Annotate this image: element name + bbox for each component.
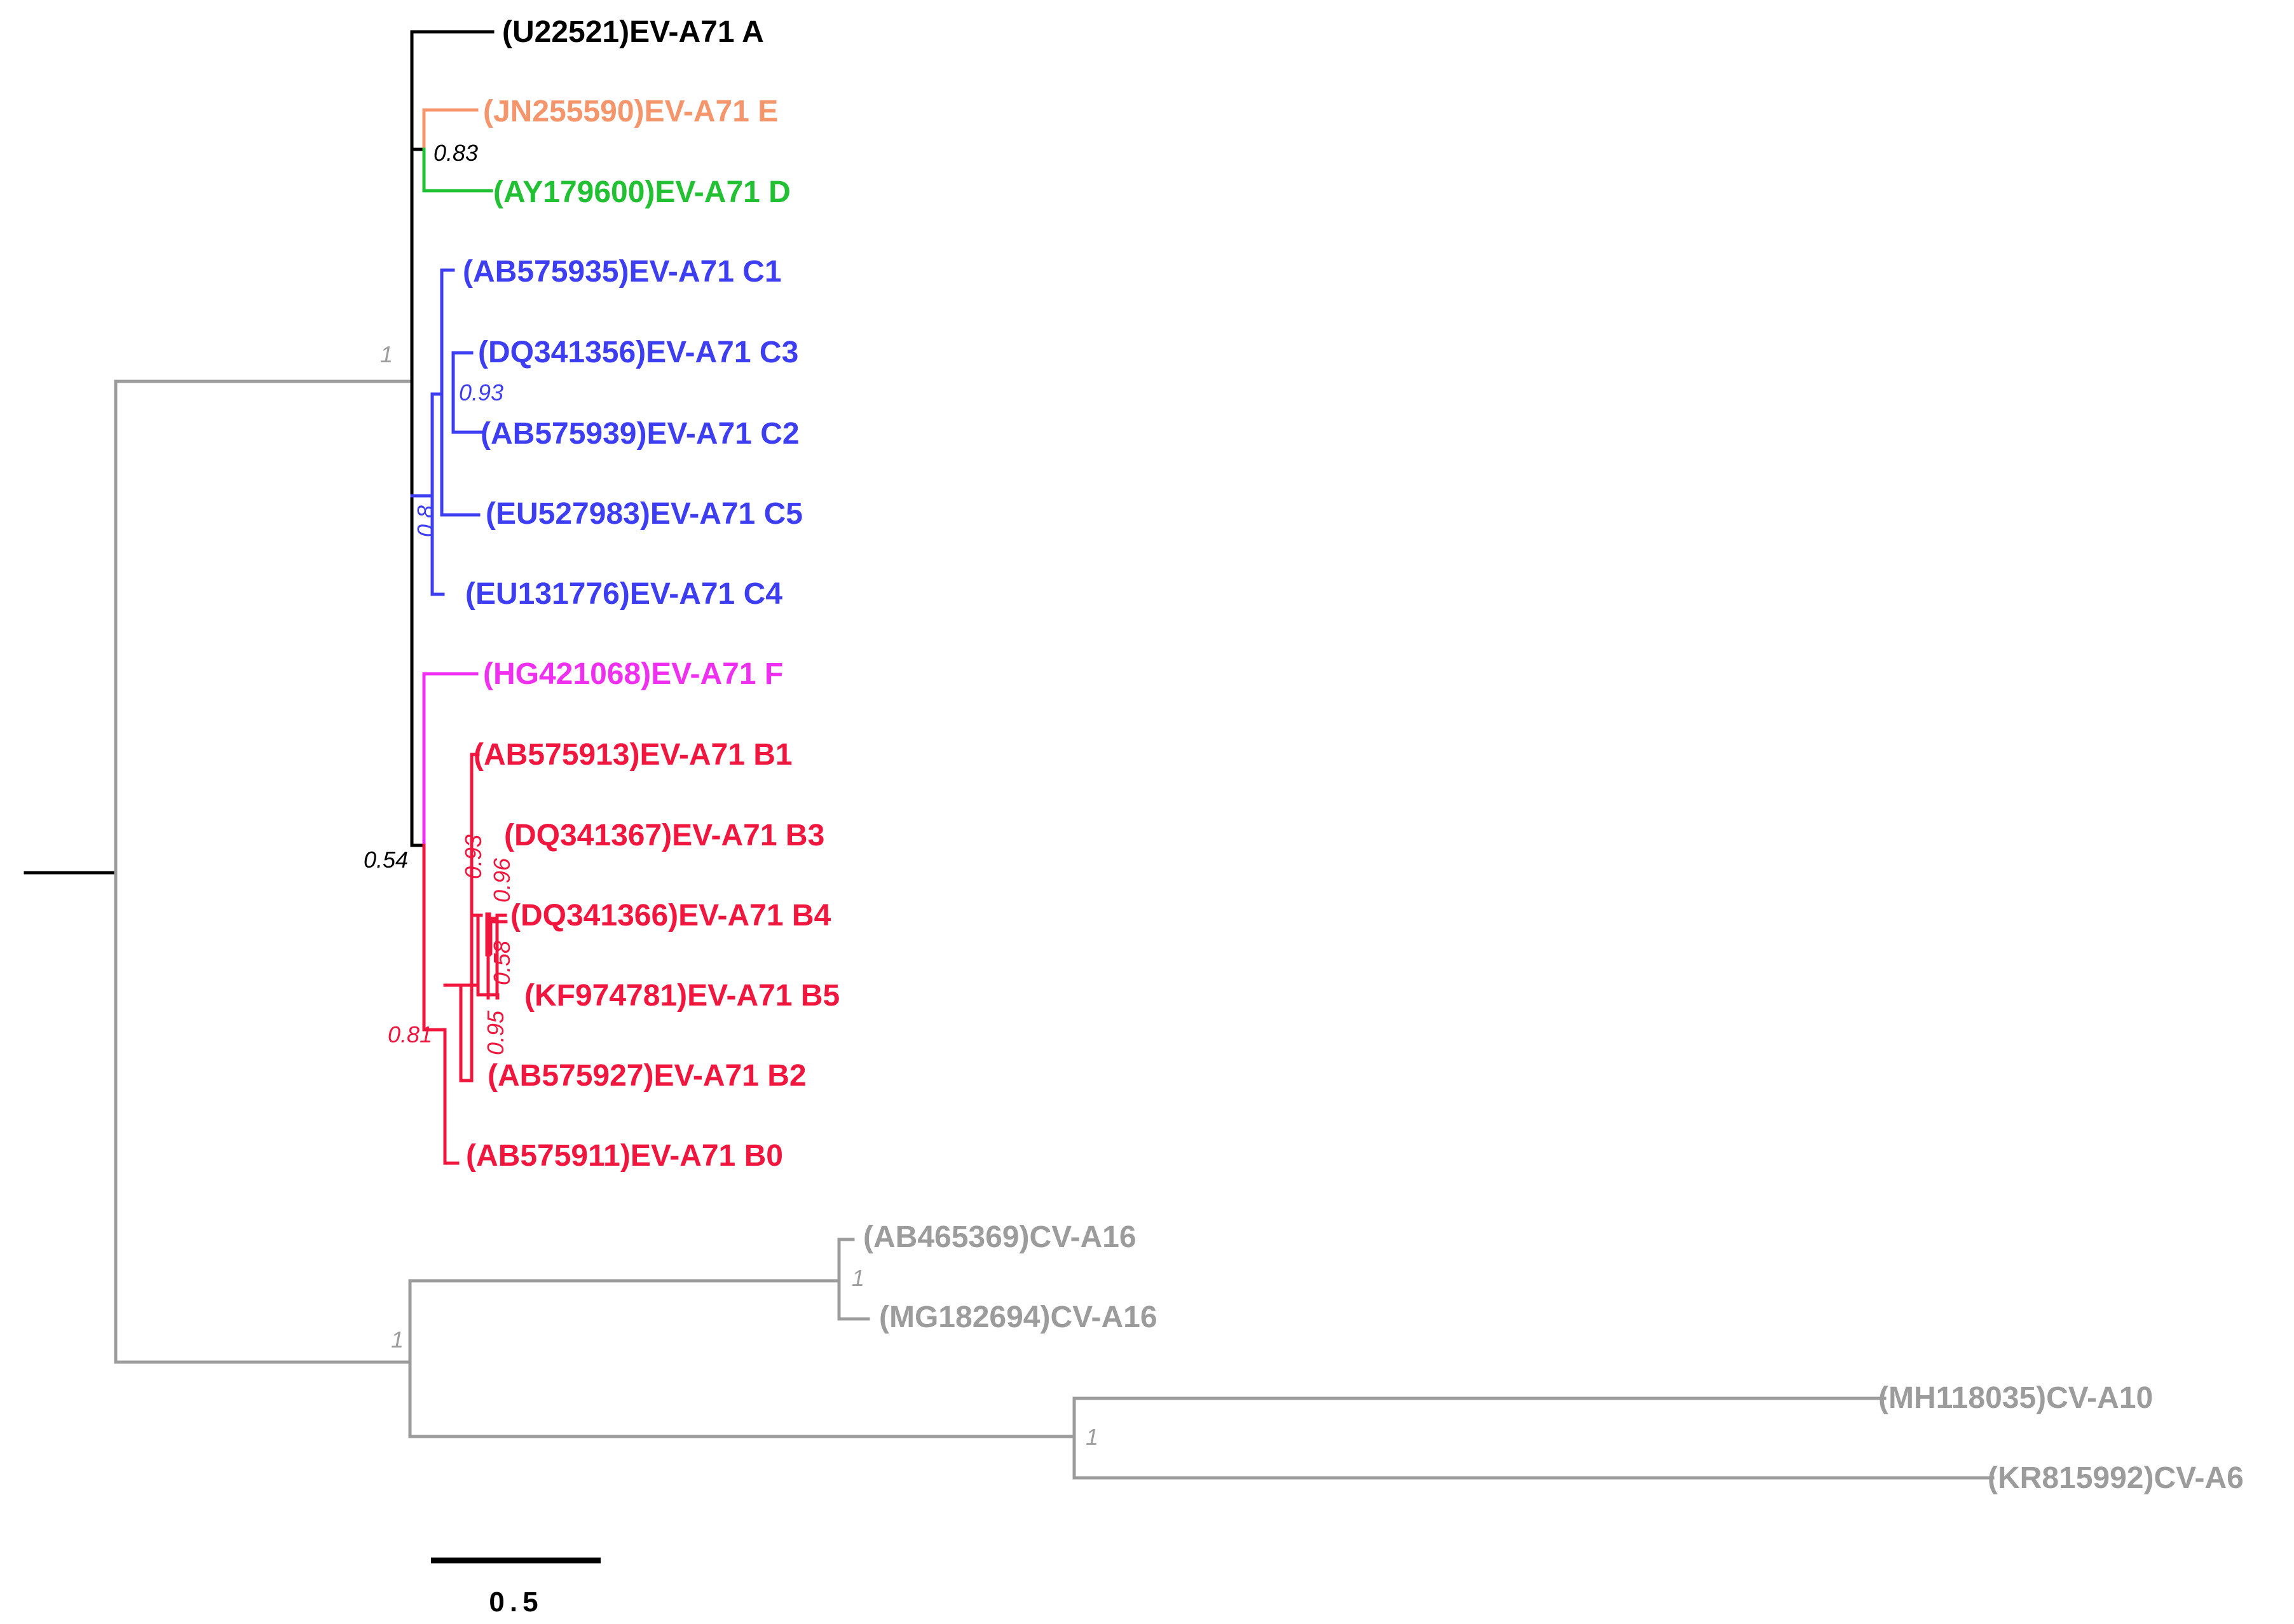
- leaf-label: (JN255590)EV-A71 E: [483, 95, 778, 128]
- leaf-label: (DQ341356)EV-A71 C3: [478, 336, 798, 369]
- leaf-labels: (U22521)EV-A71 A (JN255590)EV-A71 E (AY1…: [463, 15, 2244, 1495]
- leaf-label: (U22521)EV-A71 A: [502, 15, 764, 49]
- support-value: 1: [380, 341, 393, 367]
- leaf-label: (AB465369)CV-A16: [863, 1220, 1137, 1254]
- scale-bar: 0.5: [431, 1557, 601, 1618]
- leaf-label: (AB575911)EV-A71 B0: [466, 1139, 783, 1173]
- support-value: 0.81: [388, 1021, 432, 1047]
- leaf-label: (AB575927)EV-A71 B2: [488, 1059, 807, 1093]
- root-node-branches: [114, 379, 414, 1364]
- leaf-label: (AY179600)EV-A71 D: [493, 175, 791, 209]
- leaf-label: (DQ341367)EV-A71 B3: [504, 819, 824, 852]
- cv-a16-clade-branches: [408, 1238, 870, 1438]
- support-value: 1: [852, 1265, 864, 1291]
- support-value: 0.95: [482, 1010, 509, 1055]
- support-value: 0.8: [413, 505, 439, 537]
- support-value: 0.83: [434, 140, 478, 166]
- support-value: 0.96: [489, 857, 515, 903]
- scale-bar-label: 0.5: [489, 1586, 543, 1618]
- d-genotype-branch: [422, 147, 493, 193]
- support-value: 1: [1086, 1424, 1098, 1450]
- support-value: 0.58: [489, 941, 515, 985]
- leaf-label: (AB575913)EV-A71 B1: [474, 738, 793, 772]
- ev-a71-crown-node: [410, 30, 495, 847]
- leaf-label: (DQ341366)EV-A71 B4: [510, 899, 831, 932]
- support-value: 0.54: [364, 847, 408, 873]
- leaf-label: (HG421068)EV-A71 F: [483, 657, 783, 691]
- support-values: 1 0.83 0.93 0.8 0.54 0.93 0.96 0.58 0.95…: [364, 140, 1098, 1450]
- leaf-label: (AB575935)EV-A71 C1: [463, 255, 782, 289]
- tree-branches: [24, 30, 1995, 1480]
- leaf-label: (KF974781)EV-A71 B5: [524, 979, 840, 1013]
- leaf-label: (EU131776)EV-A71 C4: [465, 577, 782, 611]
- leaf-label: (EU527983)EV-A71 C5: [486, 497, 803, 531]
- leaf-label: (KR815992)CV-A6: [1988, 1461, 2244, 1495]
- leaf-label: (AB575939)EV-A71 C2: [481, 417, 800, 451]
- leaf-label: (MG182694)CV-A16: [879, 1300, 1157, 1334]
- c-clade-branches: [410, 268, 483, 596]
- support-value: 0.93: [459, 379, 503, 406]
- support-value: 0.93: [460, 835, 486, 879]
- leaf-label: (MH118035)CV-A10: [1878, 1381, 2153, 1415]
- e-genotype-branch: [422, 108, 479, 151]
- fb-node-branches: [422, 672, 479, 847]
- support-value: 1: [391, 1327, 404, 1353]
- cv-a10-a6-clade-branches: [408, 1396, 1995, 1480]
